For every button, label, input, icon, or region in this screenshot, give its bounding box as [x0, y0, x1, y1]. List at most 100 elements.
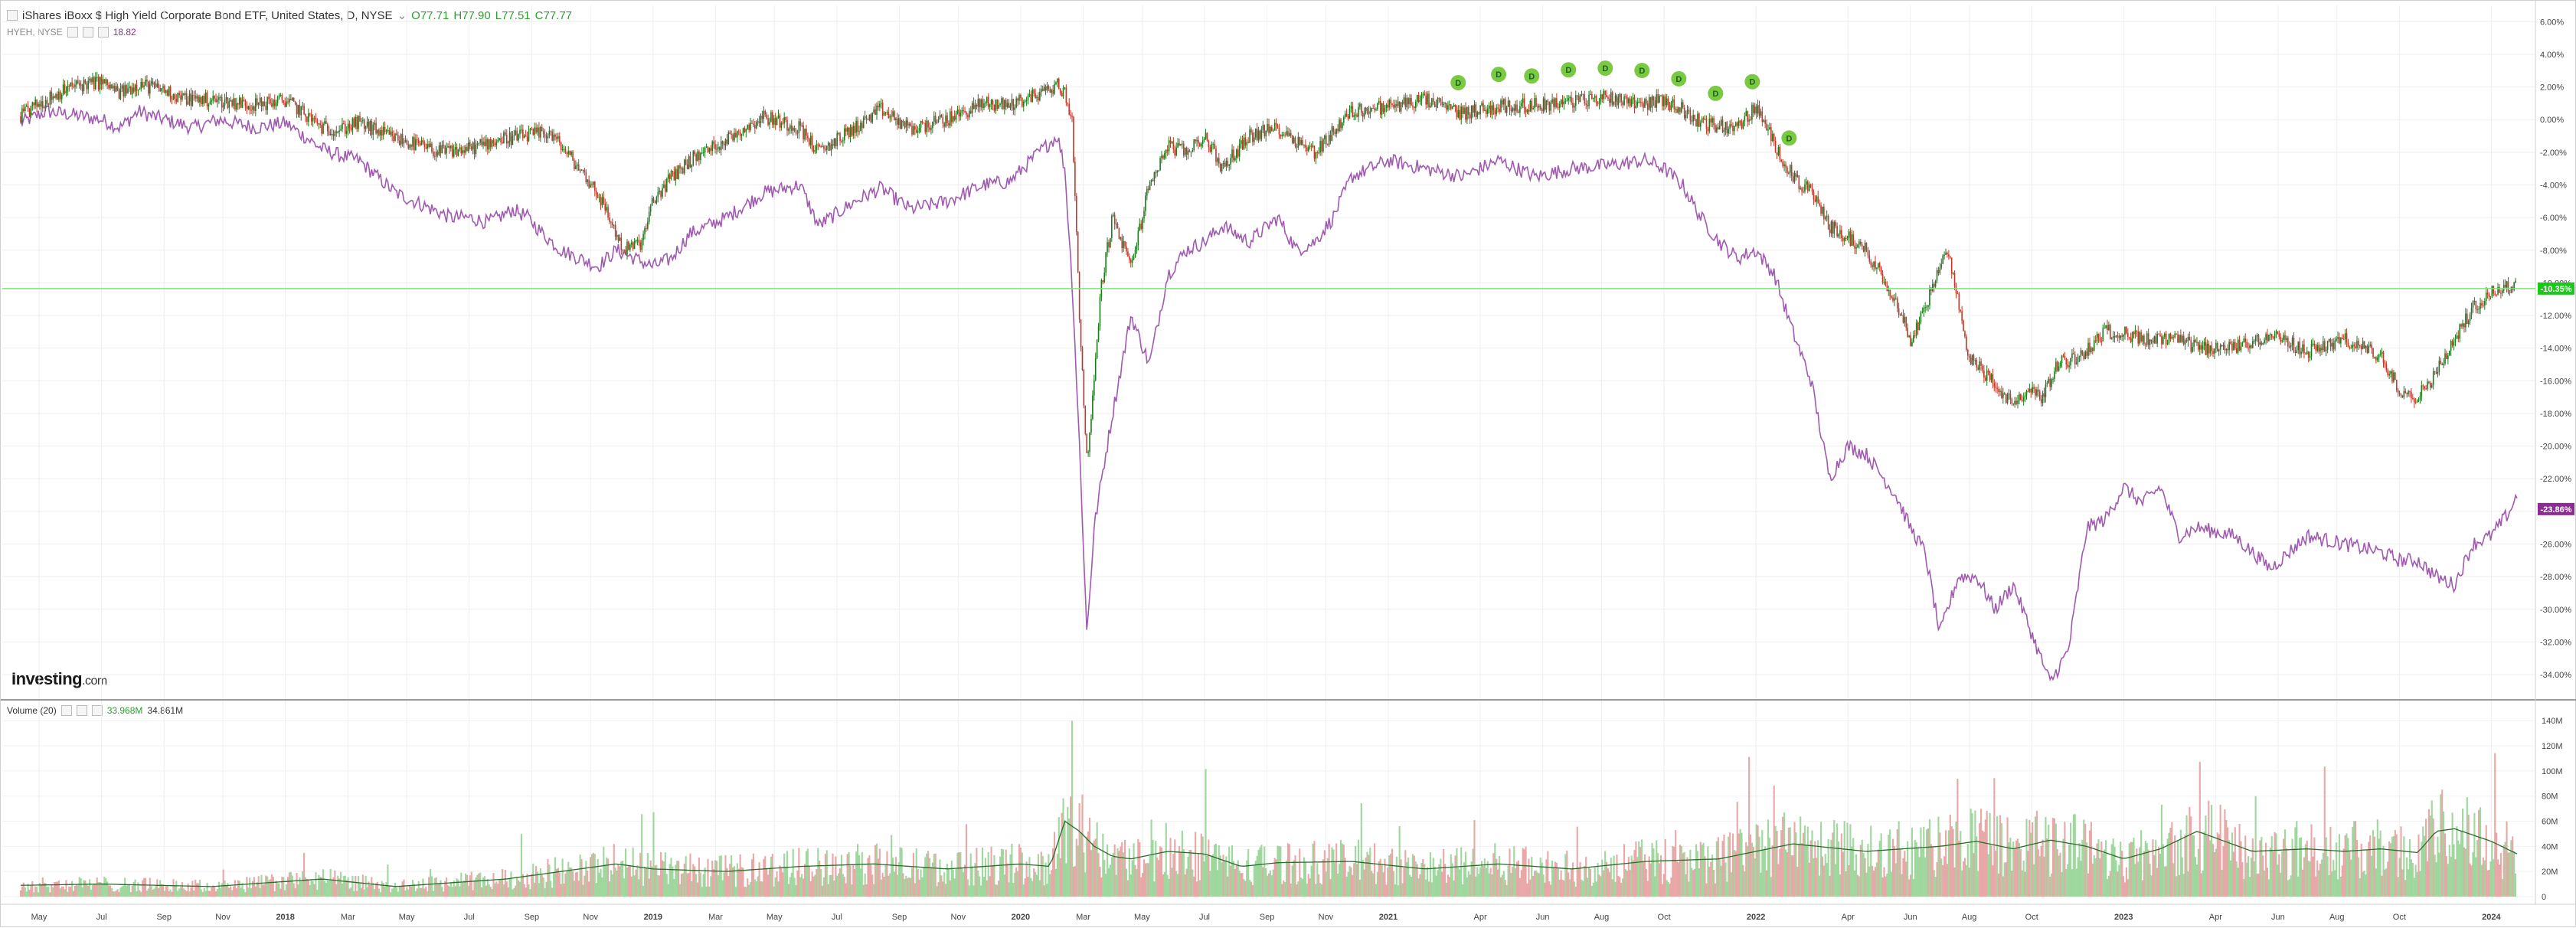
hyg-candle-body: [290, 99, 292, 100]
volume-bar: [371, 877, 372, 897]
volume-settings-icon[interactable]: [61, 705, 72, 716]
volume-bar: [587, 871, 588, 897]
hyg-candle-body: [325, 121, 327, 124]
hyg-candle-body: [465, 147, 466, 153]
hyg-candle-body: [1311, 145, 1313, 146]
volume-bar: [669, 864, 671, 897]
volume-visibility-icon[interactable]: [77, 705, 87, 716]
hyg-candle-body: [1411, 98, 1412, 106]
hyg-candle-body: [829, 142, 831, 150]
volume-bar: [375, 883, 377, 897]
hyg-candle-body: [407, 145, 409, 149]
volume-bar: [1503, 871, 1505, 897]
volume-bar: [2071, 869, 2073, 897]
volume-bar: [1086, 837, 1087, 897]
hyg-candle-body: [1293, 138, 1295, 143]
hyg-candle-body: [1196, 140, 1198, 142]
hyg-candle-body: [1033, 90, 1035, 93]
volume-bar: [1316, 863, 1318, 897]
hyg-candle-body: [744, 128, 746, 132]
hyg-candle-body: [2391, 371, 2393, 381]
volume-bar: [1811, 830, 1813, 897]
volume-bar: [1164, 872, 1165, 897]
hyg-candle-body: [1459, 110, 1460, 119]
legend-chevron-icon[interactable]: ⌄: [397, 8, 407, 22]
volume-bar: [1761, 830, 1763, 897]
volume-bar: [1875, 867, 1876, 897]
hyg-candle-body: [740, 132, 741, 136]
hyg-candle-body: [878, 106, 879, 107]
volume-bar: [129, 884, 130, 897]
hyg-candle-body: [2179, 335, 2180, 343]
volume-bar: [657, 875, 659, 897]
volume-bar: [646, 868, 647, 897]
hyg-candle-body: [29, 109, 31, 116]
volume-bar: [1704, 856, 1705, 897]
legend-collapse-toggle[interactable]: [7, 10, 18, 21]
volume-bar: [342, 884, 343, 897]
hyg-candle-body: [2267, 334, 2268, 341]
volume-bar: [803, 879, 804, 897]
hyg-candle-body: [396, 133, 397, 135]
volume-bar: [770, 857, 772, 897]
volume-bar: [904, 879, 905, 897]
hyg-candle-body: [1588, 95, 1590, 106]
volume-bar: [1902, 858, 1904, 897]
hyg-candle-body: [2071, 353, 2073, 358]
hyg-candle-body: [1127, 251, 1129, 256]
volume-bar: [65, 880, 67, 897]
volume-bar: [1590, 869, 1591, 897]
hyg-candle-body: [609, 217, 610, 222]
volume-bar: [825, 854, 826, 897]
hyg-candle-body: [1554, 98, 1556, 106]
hyg-candle-body: [1804, 185, 1806, 191]
hyg-candle-body: [463, 150, 465, 152]
hyg-candle-body: [61, 95, 63, 100]
hyg-candle-body: [1713, 118, 1715, 125]
volume-bar: [218, 882, 220, 897]
hyg-candle-body: [1787, 168, 1788, 174]
volume-bar: [420, 888, 421, 897]
volume-bar: [879, 848, 881, 897]
hyg-candle-body: [168, 87, 170, 96]
hyg-candle-body: [404, 142, 405, 143]
volume-bar: [570, 868, 572, 897]
hyg-candle-body: [1615, 96, 1617, 102]
volume-close-icon[interactable]: [92, 705, 103, 716]
volume-bar: [1444, 864, 1446, 897]
volume-bar: [1332, 849, 1334, 897]
volume-bar: [1068, 819, 1070, 897]
hyg-candle-body: [807, 136, 809, 139]
volume-bar: [582, 885, 584, 897]
hyg-candle-body: [593, 181, 594, 185]
hyg-candle-body: [1610, 92, 1612, 103]
volume-bar: [30, 885, 31, 897]
volume-bar: [2051, 874, 2052, 897]
hyg-candle-body: [1031, 94, 1032, 102]
volume-bar: [1609, 872, 1610, 897]
hyeh-comparison-line: [21, 105, 2517, 679]
compare-close-icon[interactable]: [98, 27, 109, 38]
volume-bar: [1665, 839, 1666, 897]
volume-bar: [1384, 859, 1385, 897]
compare-visibility-icon[interactable]: [83, 27, 93, 38]
compare-settings-icon[interactable]: [67, 27, 78, 38]
volume-bar: [972, 866, 973, 897]
hyg-candle-body: [881, 103, 882, 104]
volume-bar: [1303, 858, 1305, 897]
hyg-candle-body: [1377, 103, 1378, 109]
hyg-candle-body: [1044, 87, 1045, 90]
hyg-candle-body: [2225, 345, 2226, 351]
hyg-candle-body: [342, 123, 343, 129]
volume-bar: [123, 886, 124, 897]
volume-bar: [518, 881, 519, 897]
hyg-candle-body: [1820, 205, 1822, 214]
hyg-candle-body: [446, 148, 447, 154]
volume-bar: [372, 883, 374, 897]
hyg-candle-body: [2142, 335, 2143, 341]
volume-bar: [20, 890, 21, 897]
compare-legend: HYEH, NYSE 18.82: [7, 27, 136, 38]
volume-bar: [118, 892, 119, 897]
